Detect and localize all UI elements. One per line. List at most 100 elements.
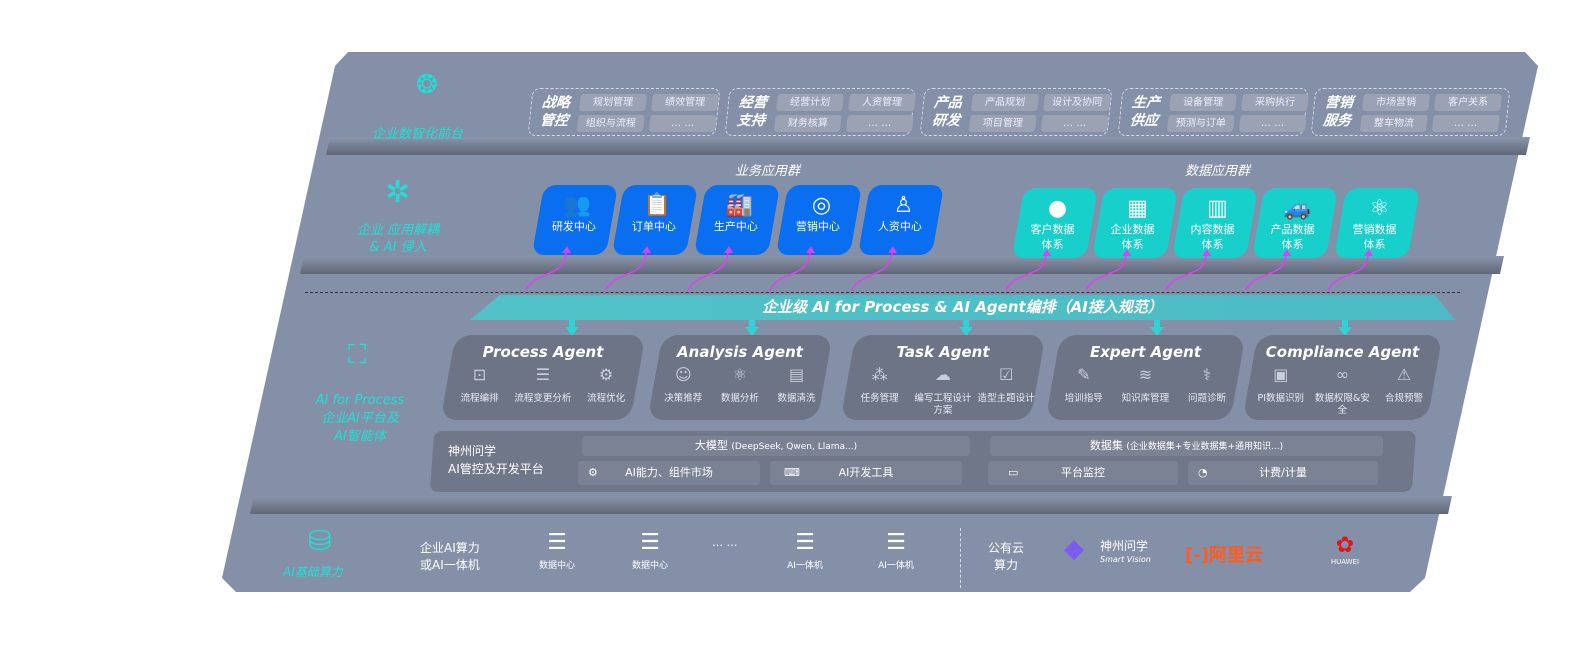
connector-arrow [769,250,811,291]
compute-label: 或AI一体机 [420,558,480,572]
list-icon: ☰ [535,365,551,384]
layers-icon: ≋ [1138,365,1153,384]
capability-label: 造型主题设计 [977,393,1035,404]
model-label: 大模型 [694,439,728,452]
agent-card[interactable]: Analysis Agent ☺ 决策推荐 ⚛ 数据分析 ▤ 数据清洗 [647,335,833,420]
ai-label: AI智能体 [334,429,386,444]
server-icon: ☰ [886,530,906,555]
compute-label: 企业AI算力 [420,541,480,555]
agent-capability[interactable]: ☺ 决策推荐 [655,365,712,405]
data-title: 数据应用群 [1185,164,1251,179]
connector-arrow [1327,253,1369,291]
capability-label: 决策推荐 [664,393,703,404]
agent-card[interactable]: Expert Agent ✎ 培训指导 ≋ 知识库管理 ⚕ 问题诊断 [1045,335,1246,420]
agent-title: Expert Agent [1090,343,1201,361]
agent-card[interactable]: Task Agent ⁂ 任务管理 ☁ 编写工程设计方案 ☑ 造型主题设计 [840,335,1046,420]
arrow-head [724,246,733,253]
arrow-head [1282,249,1291,256]
divider [305,292,1460,293]
arrow-head [642,246,651,253]
vendor-name: 阿里云 [1208,545,1263,566]
arrow-head [1122,249,1131,256]
arrow-head [1364,249,1373,256]
down-arrow-icon [1150,320,1164,336]
agent-capability[interactable]: ⁂ 任务管理 [848,365,911,405]
server-icon: ☰ [795,530,815,555]
model-note: (DeepSeek, Qwen, Llama...) [731,442,858,452]
connector-arrow [525,250,567,291]
face-scan-icon: ⛶ [348,340,367,370]
billing-label: 计费/计量 [1259,466,1307,479]
devtools-button[interactable]: ⌨ AI开发工具 [770,461,962,485]
vendor-name: 神州问学 [1100,539,1149,553]
public-label: 公有云 [988,541,1025,555]
server-label: AI一体机 [787,561,823,571]
agent-capability[interactable]: ⚕ 问题诊断 [1176,365,1238,405]
down-arrow-icon [1338,320,1352,336]
agent-title: Process Agent [482,343,604,361]
vendor-sub: Smart Vision [1100,555,1151,564]
connector-arrow [851,250,893,291]
agent-capability[interactable]: ✎ 培训指导 [1053,365,1115,405]
agent-capability[interactable]: ⊡ 流程编排 [448,365,511,405]
apps-label: & AI 侵入 [369,240,427,255]
agent-card[interactable]: Compliance Agent ▣ PI数据识别 ∞ 数据权限&安全 ⚠ 合规预警 [1242,335,1443,420]
devtools-label: AI开发工具 [838,466,894,479]
monitor-icon: ▭ [1008,466,1019,479]
arrow-head [888,246,897,253]
divider [960,528,961,588]
agent-capability[interactable]: ▣ PI数据识别 [1250,365,1312,405]
agent-capability[interactable]: ≋ 知识库管理 [1115,365,1177,405]
huawei-logo: ✿ HUAWEI [1325,533,1365,566]
apps-label: 企业 应用解耦 [356,223,440,238]
down-arrow-icon [959,320,973,336]
arrow-head [562,246,571,253]
billing-button[interactable]: ◔ 计费/计量 [1188,461,1378,485]
smart-vision-logo: ◆ [1064,534,1084,564]
agent-capability[interactable]: ☁ 编写工程设计方案 [911,365,974,417]
agent-title: Task Agent [896,343,990,361]
vendor-name: HUAWEI [1330,558,1360,566]
capability-label: 知识库管理 [1121,393,1170,404]
shelf [300,256,1504,274]
agent-capability[interactable]: ☑ 造型主题设计 [975,365,1038,405]
agent-capability[interactable]: ∞ 数据权限&安全 [1312,365,1374,417]
capability-label: 流程优化 [587,393,626,404]
front-label: 企业数智化前台 [372,127,464,142]
agent-capability[interactable]: ⚠ 合规预警 [1373,365,1435,405]
business-title: 业务应用群 [735,164,801,179]
down-arrow-icon [565,320,579,336]
link-icon: ∞ [1335,365,1350,384]
server-icon: ☰ [640,530,660,555]
capability-label: 任务管理 [860,393,899,404]
server-label: AI一体机 [878,561,914,571]
connector-arrow [1245,253,1287,291]
capability-label: 编写工程设计方案 [914,393,972,416]
public-label: 算力 [994,558,1019,572]
ai-label: 企业AI平台及 [321,411,399,426]
dataset-note: (企业数据集+专业数据集+通用知识...) [1126,442,1284,452]
ai-label-en: AI for Process [315,393,405,408]
capability-label: 合规预警 [1384,393,1423,404]
connector-arrow [605,250,647,291]
optimize-icon: ⚙ [598,365,614,384]
capability-label: 问题诊断 [1187,393,1226,404]
connector-arrow [687,250,729,291]
agent-card[interactable]: Process Agent ⊡ 流程编排 ☰ 流程变更分析 ⚙ 流程优化 [440,335,646,420]
capability-label: 流程编排 [460,393,499,404]
code-icon: ⌨ [784,466,800,479]
atom-icon: ⚛ [732,365,748,384]
monitor-button[interactable]: ▭ 平台监控 [988,461,1178,485]
agent-capability[interactable]: ⚙ 流程优化 [575,365,638,405]
agent-capability[interactable]: ▤ 数据清洗 [768,365,825,405]
capability-label: 培训指导 [1064,393,1103,404]
diagnose-icon: ⚕ [1202,365,1212,384]
agent-capability[interactable]: ⚛ 数据分析 [712,365,769,405]
connector-arrow [1085,253,1127,291]
server-label: 数据中心 [538,561,575,571]
chart-icon: ⊡ [472,365,487,384]
market-label: AI能力、组件市场 [625,466,713,479]
agent-capability[interactable]: ☰ 流程变更分析 [511,365,574,405]
market-button[interactable]: ⚙ AI能力、组件市场 [578,461,760,485]
server: ☰ AI一体机 [866,530,926,571]
